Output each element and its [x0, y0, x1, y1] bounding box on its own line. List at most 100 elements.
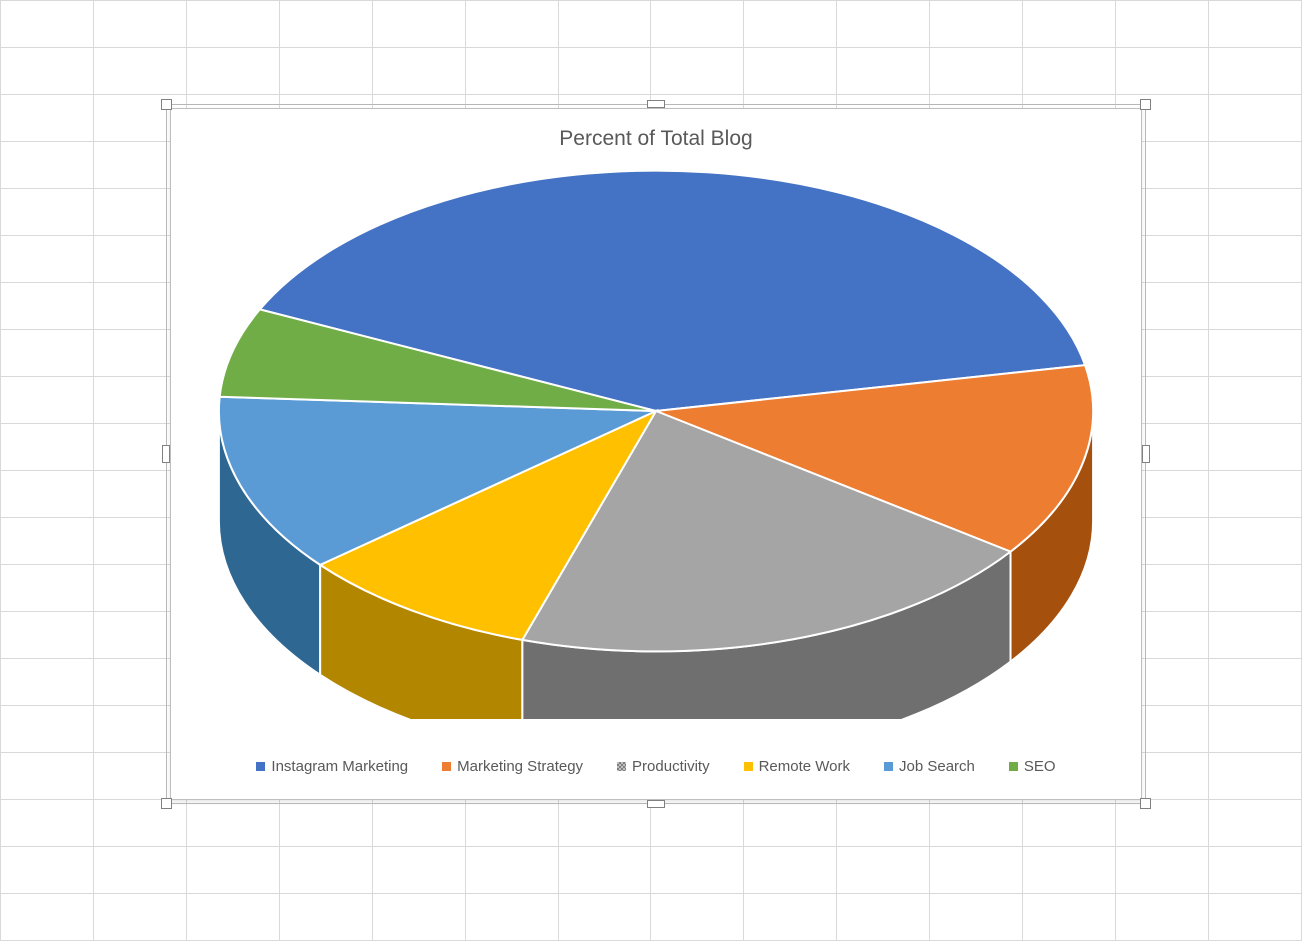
- cell[interactable]: [744, 894, 837, 941]
- cell[interactable]: [1208, 330, 1301, 377]
- cell[interactable]: [651, 48, 744, 95]
- chart-title[interactable]: Percent of Total Blog: [171, 109, 1141, 151]
- legend-item[interactable]: Productivity: [617, 758, 710, 775]
- cell[interactable]: [1116, 847, 1209, 894]
- cell[interactable]: [93, 894, 186, 941]
- cell[interactable]: [1, 706, 94, 753]
- cell[interactable]: [279, 894, 372, 941]
- cell[interactable]: [1208, 471, 1301, 518]
- cell[interactable]: [1023, 847, 1116, 894]
- resize-handle-bottom-center[interactable]: [647, 800, 665, 808]
- cell[interactable]: [465, 48, 558, 95]
- cell[interactable]: [1023, 800, 1116, 847]
- cell[interactable]: [465, 894, 558, 941]
- cell[interactable]: [744, 800, 837, 847]
- cell[interactable]: [1, 565, 94, 612]
- legend-item[interactable]: Remote Work: [744, 758, 850, 775]
- cell[interactable]: [93, 48, 186, 95]
- cell[interactable]: [186, 1, 279, 48]
- cell[interactable]: [1, 95, 94, 142]
- cell[interactable]: [651, 894, 744, 941]
- legend-item[interactable]: Marketing Strategy: [442, 758, 583, 775]
- cell[interactable]: [930, 1, 1023, 48]
- cell[interactable]: [1023, 48, 1116, 95]
- cell[interactable]: [1208, 847, 1301, 894]
- cell[interactable]: [1208, 518, 1301, 565]
- cell[interactable]: [1208, 424, 1301, 471]
- cell[interactable]: [1, 1, 94, 48]
- cell[interactable]: [651, 1, 744, 48]
- cell[interactable]: [1116, 48, 1209, 95]
- cell[interactable]: [186, 800, 279, 847]
- cell[interactable]: [1, 471, 94, 518]
- cell[interactable]: [1, 800, 94, 847]
- cell[interactable]: [1208, 48, 1301, 95]
- cell[interactable]: [465, 847, 558, 894]
- cell[interactable]: [837, 48, 930, 95]
- cell[interactable]: [1, 847, 94, 894]
- cell[interactable]: [1208, 283, 1301, 330]
- cell[interactable]: [1116, 800, 1209, 847]
- cell[interactable]: [93, 800, 186, 847]
- cell[interactable]: [279, 847, 372, 894]
- cell[interactable]: [1, 236, 94, 283]
- cell[interactable]: [1208, 95, 1301, 142]
- cell[interactable]: [1208, 800, 1301, 847]
- chart-plot-area[interactable]: [191, 169, 1121, 719]
- cell[interactable]: [1116, 894, 1209, 941]
- cell[interactable]: [93, 1, 186, 48]
- cell[interactable]: [558, 894, 651, 941]
- cell[interactable]: [1208, 659, 1301, 706]
- cell[interactable]: [1, 753, 94, 800]
- cell[interactable]: [186, 894, 279, 941]
- cell[interactable]: [558, 1, 651, 48]
- cell[interactable]: [186, 847, 279, 894]
- cell[interactable]: [372, 1, 465, 48]
- cell[interactable]: [1208, 1, 1301, 48]
- cell[interactable]: [1, 330, 94, 377]
- cell[interactable]: [558, 847, 651, 894]
- legend-item[interactable]: SEO: [1009, 758, 1056, 775]
- cell[interactable]: [279, 800, 372, 847]
- resize-handle-bottom-left[interactable]: [161, 798, 172, 809]
- cell[interactable]: [1208, 706, 1301, 753]
- cell[interactable]: [1208, 377, 1301, 424]
- cell[interactable]: [930, 894, 1023, 941]
- cell[interactable]: [1, 659, 94, 706]
- cell[interactable]: [930, 800, 1023, 847]
- cell[interactable]: [1, 377, 94, 424]
- cell[interactable]: [372, 894, 465, 941]
- cell[interactable]: [744, 1, 837, 48]
- cell[interactable]: [372, 800, 465, 847]
- cell[interactable]: [279, 48, 372, 95]
- cell[interactable]: [837, 894, 930, 941]
- resize-handle-middle-left[interactable]: [162, 445, 170, 463]
- cell[interactable]: [1, 894, 94, 941]
- cell[interactable]: [465, 800, 558, 847]
- cell[interactable]: [651, 847, 744, 894]
- cell[interactable]: [279, 1, 372, 48]
- cell[interactable]: [744, 48, 837, 95]
- cell[interactable]: [1, 189, 94, 236]
- chart-legend[interactable]: Instagram MarketingMarketing StrategyPro…: [171, 758, 1141, 775]
- cell[interactable]: [558, 48, 651, 95]
- resize-handle-top-right[interactable]: [1140, 99, 1151, 110]
- cell[interactable]: [837, 847, 930, 894]
- cell[interactable]: [930, 847, 1023, 894]
- resize-handle-top-center[interactable]: [647, 100, 665, 108]
- cell[interactable]: [93, 847, 186, 894]
- cell[interactable]: [1208, 612, 1301, 659]
- cell[interactable]: [558, 800, 651, 847]
- resize-handle-top-left[interactable]: [161, 99, 172, 110]
- cell[interactable]: [465, 1, 558, 48]
- cell[interactable]: [1, 612, 94, 659]
- cell[interactable]: [372, 847, 465, 894]
- legend-item[interactable]: Job Search: [884, 758, 975, 775]
- cell[interactable]: [1023, 1, 1116, 48]
- cell[interactable]: [837, 1, 930, 48]
- cell[interactable]: [1208, 565, 1301, 612]
- cell[interactable]: [1116, 1, 1209, 48]
- cell[interactable]: [930, 48, 1023, 95]
- cell[interactable]: [372, 48, 465, 95]
- cell[interactable]: [744, 847, 837, 894]
